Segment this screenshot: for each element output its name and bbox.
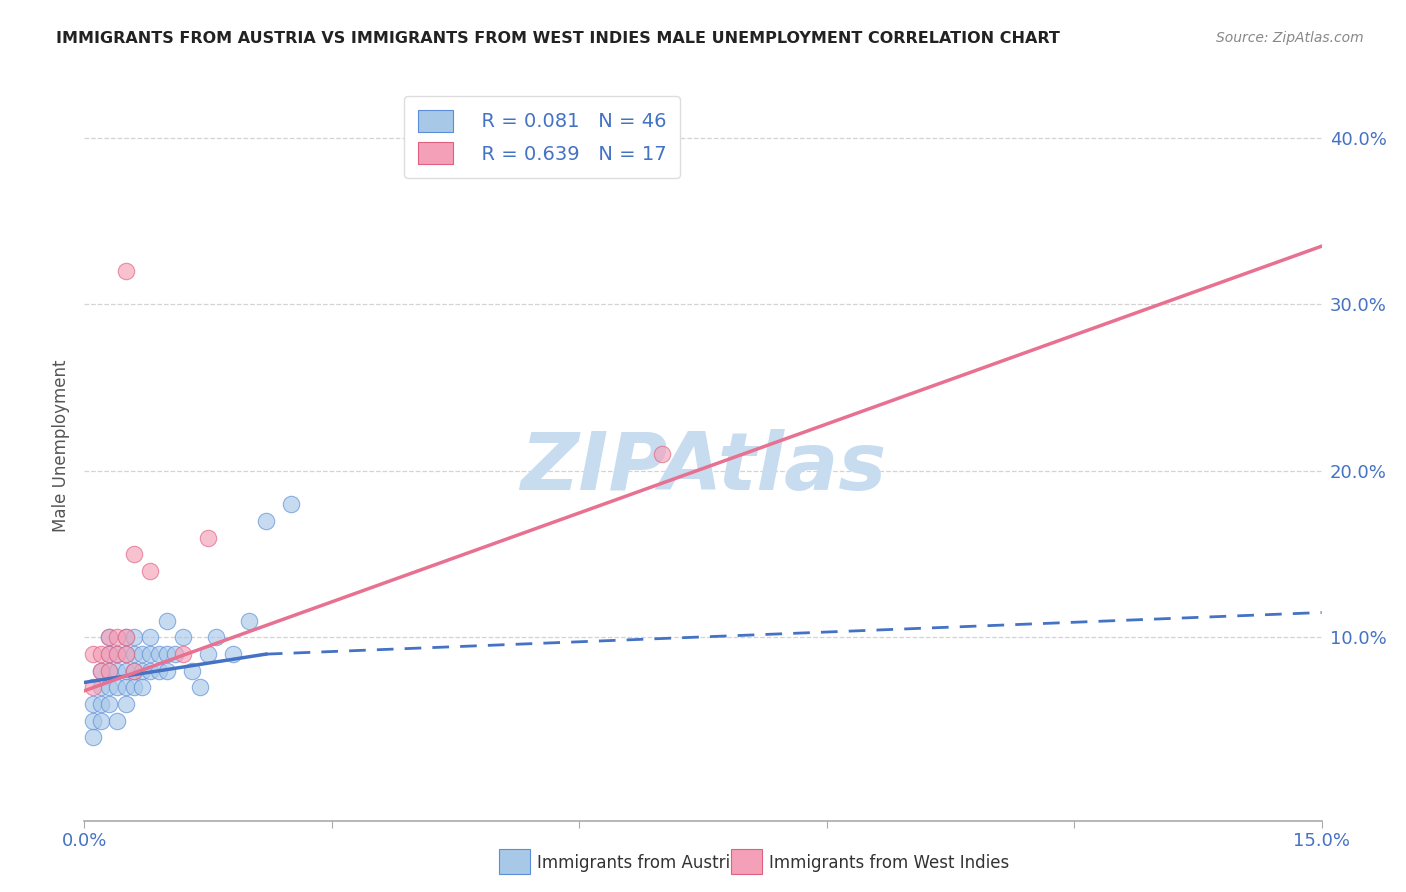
Point (82, 731, 104, 745)
Point (122, 664, 145, 678)
Point (139, 647, 162, 661)
Text: ZIPAtlas: ZIPAtlas (520, 429, 886, 508)
Point (82, 647, 104, 661)
Point (82, 697, 104, 711)
Point (90, 664, 112, 678)
Point (98, 647, 121, 661)
Point (122, 681, 145, 695)
Point (98, 647, 121, 661)
Point (180, 664, 202, 678)
Point (651, 447, 673, 461)
Point (82, 714, 104, 728)
Point (131, 664, 153, 678)
Point (90, 647, 112, 661)
Point (114, 631, 136, 645)
Point (114, 264, 136, 278)
Point (122, 547, 145, 561)
Point (90, 681, 112, 695)
Point (105, 681, 128, 695)
Point (98, 664, 121, 678)
Point (114, 681, 136, 695)
Text: Immigrants from West Indies: Immigrants from West Indies (769, 854, 1010, 871)
Point (148, 664, 170, 678)
Point (98, 681, 121, 695)
Point (238, 614, 260, 628)
Point (280, 497, 302, 511)
Point (205, 631, 228, 645)
Point (131, 647, 153, 661)
Point (156, 614, 179, 628)
Point (254, 514, 277, 528)
Point (105, 647, 128, 661)
Point (114, 647, 136, 661)
Point (139, 631, 162, 645)
Point (156, 647, 179, 661)
Point (105, 647, 128, 661)
Point (90, 697, 112, 711)
Point (139, 664, 162, 678)
Text: Source: ZipAtlas.com: Source: ZipAtlas.com (1216, 31, 1364, 45)
Point (197, 531, 219, 545)
Point (105, 664, 128, 678)
Point (122, 647, 145, 661)
Point (131, 681, 153, 695)
Text: Immigrants from Austria: Immigrants from Austria (537, 854, 741, 871)
Point (98, 631, 121, 645)
Point (98, 631, 121, 645)
Text: IMMIGRANTS FROM AUSTRIA VS IMMIGRANTS FROM WEST INDIES MALE UNEMPLOYMENT CORRELA: IMMIGRANTS FROM AUSTRIA VS IMMIGRANTS FR… (56, 31, 1060, 46)
Point (114, 631, 136, 645)
Point (98, 697, 121, 711)
Point (122, 664, 145, 678)
Point (114, 664, 136, 678)
Point (114, 697, 136, 711)
Point (188, 681, 211, 695)
Point (148, 647, 170, 661)
Point (105, 714, 128, 728)
Point (222, 647, 245, 661)
Y-axis label: Male Unemployment: Male Unemployment (52, 359, 70, 533)
Point (122, 631, 145, 645)
Point (139, 564, 162, 578)
Point (90, 714, 112, 728)
Point (172, 647, 194, 661)
Point (114, 647, 136, 661)
Legend:   R = 0.081   N = 46,   R = 0.639   N = 17: R = 0.081 N = 46, R = 0.639 N = 17 (405, 96, 681, 178)
Point (105, 631, 128, 645)
Point (172, 631, 194, 645)
Point (156, 664, 179, 678)
Point (165, 647, 187, 661)
Point (197, 647, 219, 661)
Point (90, 664, 112, 678)
Point (82, 681, 104, 695)
Point (98, 664, 121, 678)
